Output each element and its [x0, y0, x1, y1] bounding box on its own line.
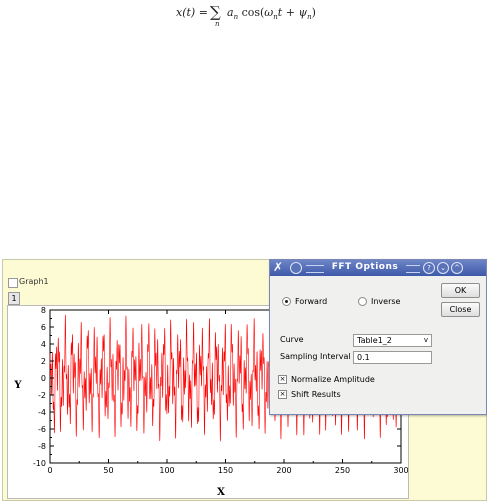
inverse-radio[interactable]	[358, 297, 367, 306]
formula-a-sub: n	[233, 13, 239, 22]
curve-select[interactable]: Table1_2 v	[353, 334, 432, 347]
formula-close: )	[311, 6, 316, 19]
chevron-down-icon: v	[423, 336, 428, 344]
shift-results-row[interactable]: × Shift Results	[278, 390, 341, 399]
x-tick-label: 0	[47, 466, 52, 475]
x-tick-label: 250	[335, 466, 350, 475]
help-button[interactable]: ?	[423, 262, 435, 274]
formula-psi: ψ	[298, 6, 308, 19]
shift-results-label: Shift Results	[291, 390, 341, 399]
layer-tab[interactable]: 1	[8, 292, 20, 305]
normalize-amplitude-label: Normalize Amplitude	[291, 375, 375, 384]
y-tick-label: -4	[38, 408, 46, 417]
menu-circle-icon[interactable]	[290, 262, 302, 274]
y-tick-label: -8	[38, 442, 46, 451]
y-tick-label: 4	[41, 340, 46, 349]
x-tick-label: 50	[103, 466, 113, 475]
x-axis-title: X	[217, 487, 225, 498]
ticks-group: 0 50 100 150 200 250 300 8 6 4 2 0 -2 -4 -6 -8 -10	[33, 306, 408, 475]
graph-title: Graph1	[19, 277, 49, 286]
inverse-label: Inverse	[371, 297, 401, 306]
formula-omega: ω	[264, 6, 274, 19]
y-tick-label: 2	[41, 357, 46, 366]
y-tick-label: -6	[38, 425, 46, 434]
forward-label: Forward	[295, 297, 328, 306]
normalize-amplitude-checkbox[interactable]: ×	[278, 375, 287, 384]
titlebar-grip-left	[306, 265, 324, 273]
formula: x(t) = ∑ n an cos(ωnt + ψn)	[176, 3, 316, 30]
fft-dialog-titlebar[interactable]: ✗ FFT Options ? ⌄ ^	[270, 260, 486, 276]
x-tick-label: 200	[276, 466, 291, 475]
ok-button[interactable]: OK	[441, 283, 480, 298]
minimize-button[interactable]: ⌄	[437, 262, 449, 274]
graph-titlebar[interactable]: Graph1	[6, 276, 276, 290]
formula-sum-index: n	[215, 20, 220, 28]
graph-window-icon	[8, 278, 18, 288]
app-x-icon: ✗	[273, 260, 284, 274]
formula-a: a	[227, 6, 234, 19]
y-tick-label: 8	[41, 306, 46, 315]
maximize-button[interactable]: ^	[451, 262, 463, 274]
x-tick-label: 100	[159, 466, 174, 475]
formula-cos: cos(	[238, 6, 265, 19]
sampling-interval-label: Sampling Interval	[280, 352, 351, 361]
y-tick-label: 6	[41, 323, 46, 332]
fft-dialog-title: FFT Options	[331, 262, 399, 272]
curve-label: Curve	[280, 335, 304, 344]
close-button[interactable]: Close	[441, 302, 480, 317]
formula-omega-sub: n	[273, 13, 278, 22]
forward-radio[interactable]	[282, 297, 291, 306]
formula-lhs: x(t) =	[176, 6, 208, 19]
sampling-interval-input[interactable]: 0.1	[353, 351, 432, 364]
y-tick-label: 0	[41, 374, 46, 383]
y-tick-label: -2	[38, 391, 46, 400]
forward-radio-row[interactable]: Forward	[282, 297, 327, 306]
curve-select-value: Table1_2	[357, 336, 392, 345]
formula-psi-sub: n	[307, 13, 312, 22]
x-tick-label: 300	[393, 466, 408, 475]
formula-sum-symbol: ∑	[210, 3, 221, 21]
formula-rhs: an cos(ωnt + ψn)	[227, 6, 316, 21]
fft-options-dialog[interactable]: ✗ FFT Options ? ⌄ ^ Forward Inverse Curv…	[269, 259, 487, 415]
y-axis-title: Y	[13, 380, 22, 391]
shift-results-checkbox[interactable]: ×	[278, 390, 287, 399]
y-tick-label: -10	[33, 459, 46, 468]
formula-t: t +	[277, 6, 299, 19]
inverse-radio-row[interactable]: Inverse	[358, 297, 400, 306]
titlebar-grip-right	[406, 265, 420, 273]
normalize-amplitude-row[interactable]: × Normalize Amplitude	[278, 375, 375, 384]
x-tick-label: 150	[218, 466, 233, 475]
